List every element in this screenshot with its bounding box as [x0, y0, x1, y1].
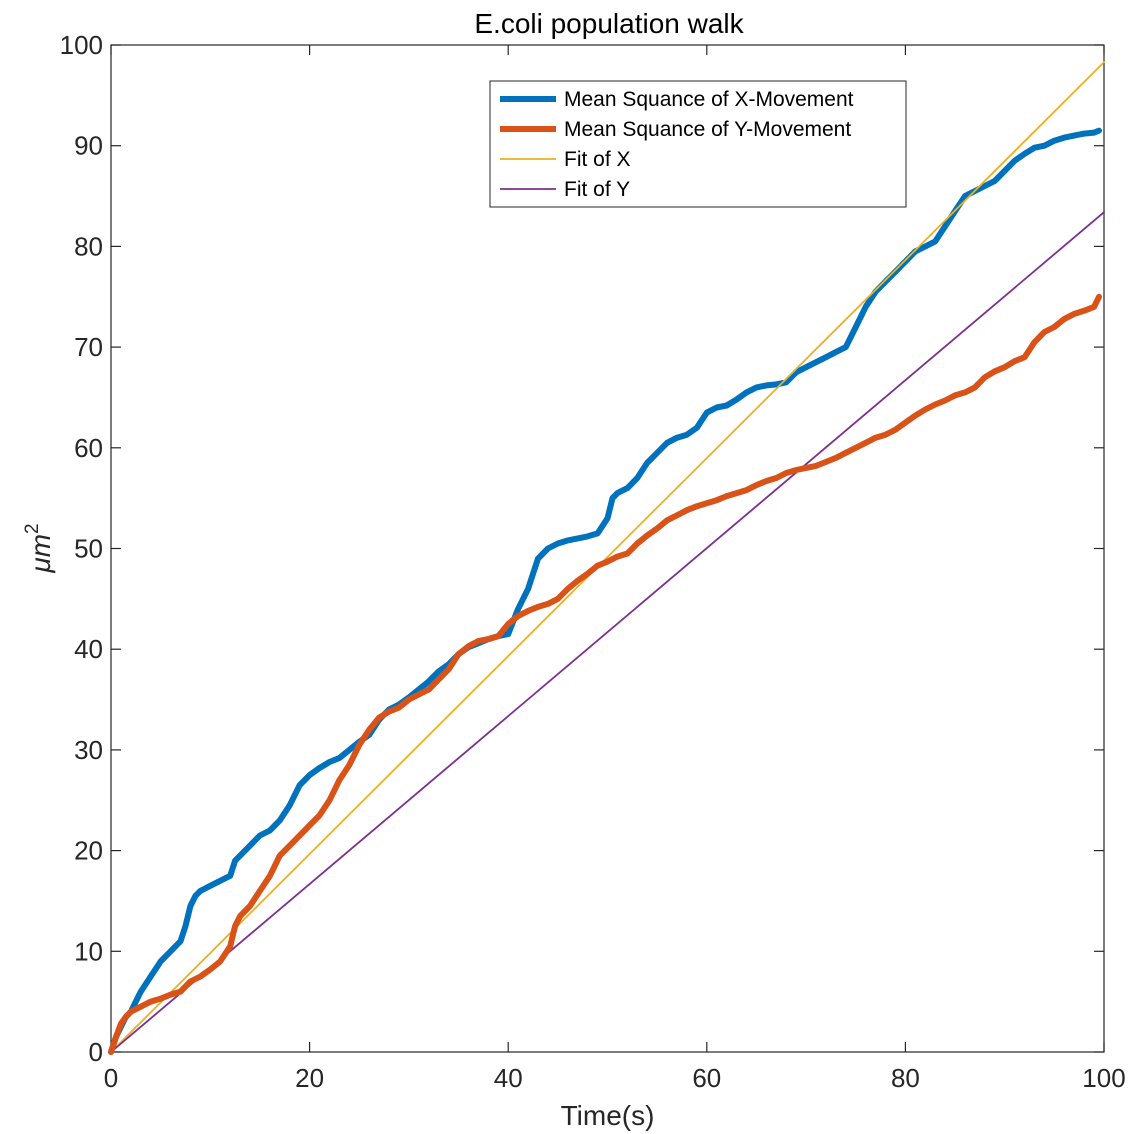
y-tick-label: 70	[74, 332, 103, 362]
y-axis-label-superscript: 2	[22, 523, 43, 534]
series-line-1	[108, 127, 1102, 1055]
y-tick-label: 100	[60, 30, 103, 60]
y-tick-label: 40	[74, 634, 103, 664]
legend-label-1: Mean Squance of X-Movement	[564, 88, 854, 111]
y-tick-label: 60	[74, 433, 103, 463]
y-tick-label: 50	[74, 534, 103, 564]
series-line-3	[110, 61, 1105, 1053]
series-layer	[108, 61, 1105, 1055]
y-tick-label: 0	[89, 1037, 103, 1067]
legend-label-3: Fit of X	[564, 148, 631, 171]
plot-frame	[110, 44, 1105, 1053]
legend-label-4: Fit of Y	[564, 178, 630, 201]
y-axis-label: μm2	[22, 523, 56, 573]
y-tick-label: 90	[74, 131, 103, 161]
legend: Mean Squance of X-Movement Mean Squance o…	[489, 80, 907, 208]
legend-label-2: Mean Squance of Y-Movement	[564, 118, 851, 141]
series-line-2	[108, 293, 1102, 1055]
x-tick-label: 100	[1082, 1063, 1125, 1093]
chart-title: E.coli population walk	[474, 8, 744, 39]
plot-area: 0 20 40 60 80 100 0 10 20 30 40 50 60 70 80 90 100	[60, 30, 1126, 1093]
x-tick-label: 40	[494, 1063, 523, 1093]
x-tick-label: 20	[295, 1063, 324, 1093]
x-tick-label: 0	[104, 1063, 118, 1093]
axis-tick-labels: 0 20 40 60 80 100 0 10 20 30 40 50 60 70 80 90 100	[60, 30, 1126, 1093]
y-tick-label: 20	[74, 836, 103, 866]
x-tick-label: 60	[692, 1063, 721, 1093]
y-tick-label: 30	[74, 735, 103, 765]
x-axis-label: Time(s)	[561, 1100, 655, 1131]
axis-ticks	[110, 44, 1105, 1053]
y-tick-label: 80	[74, 231, 103, 261]
legend-box	[489, 80, 907, 208]
y-tick-label: 10	[74, 936, 103, 966]
y-axis-label-base: μm	[25, 534, 56, 574]
x-tick-label: 80	[891, 1063, 920, 1093]
series-line-4	[110, 211, 1105, 1053]
